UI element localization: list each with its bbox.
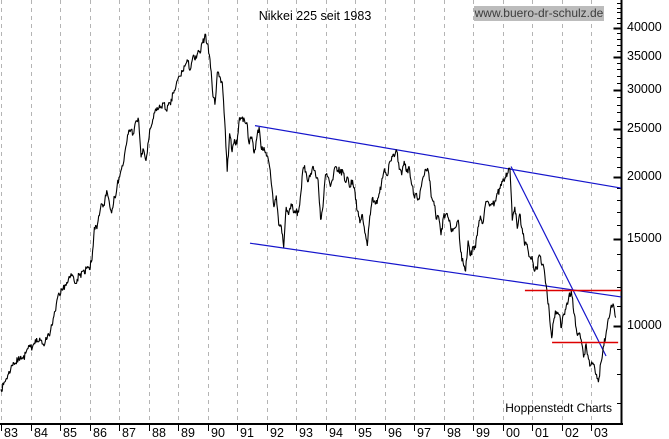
y-axis-label-35000: 35000 (627, 48, 662, 63)
x-axis-label-95: 95 (358, 426, 372, 439)
x-axis-label-91: 91 (240, 426, 254, 439)
watermark-badge: www.buero-dr-schulz.de (474, 6, 604, 21)
x-axis-label-98: 98 (447, 426, 461, 439)
y-axis-label-25000: 25000 (627, 121, 662, 136)
trendline-channel-lower (249, 242, 622, 298)
y-axis-label-40000: 40000 (627, 20, 662, 34)
x-axis-label-92: 92 (270, 426, 284, 439)
x-axis-label-94: 94 (329, 426, 343, 439)
trendline-downtrend (510, 166, 607, 357)
support-lines (524, 289, 622, 344)
x-axis-label-96: 96 (388, 426, 402, 439)
y-axis-label-15000: 15000 (627, 230, 662, 245)
trendlines (249, 125, 622, 357)
x-axis-label-97: 97 (417, 426, 431, 439)
x-axis-label-90: 90 (211, 426, 225, 439)
x-axis-label-02: 02 (565, 426, 579, 439)
x-axis-label-99: 99 (476, 426, 490, 439)
x-axis-label-84: 84 (34, 426, 48, 439)
x-axis-label-93: 93 (299, 426, 313, 439)
axes (0, 0, 623, 431)
chart-title: Nikkei 225 seit 1983 (258, 9, 372, 23)
x-axis-label-88: 88 (152, 426, 166, 439)
chart-credit: Hoppenstedt Charts (505, 401, 612, 415)
x-axis-label-85: 85 (63, 426, 77, 439)
x-axis-label-87: 87 (122, 426, 136, 439)
y-axis-label-30000: 30000 (627, 81, 662, 96)
x-axis-label-00: 00 (506, 426, 520, 439)
price-line (0, 33, 617, 393)
x-axis-label-01: 01 (535, 426, 549, 439)
x-axis-label-86: 86 (93, 426, 107, 439)
trendline-channel-upper (254, 125, 622, 189)
y-axis-label-10000: 10000 (627, 318, 662, 333)
x-axis-label-03: 03 (594, 426, 608, 439)
x-axis-label-89: 89 (181, 426, 195, 439)
x-axis-label-83: 83 (4, 426, 18, 439)
y-axis-label-20000: 20000 (627, 169, 662, 183)
